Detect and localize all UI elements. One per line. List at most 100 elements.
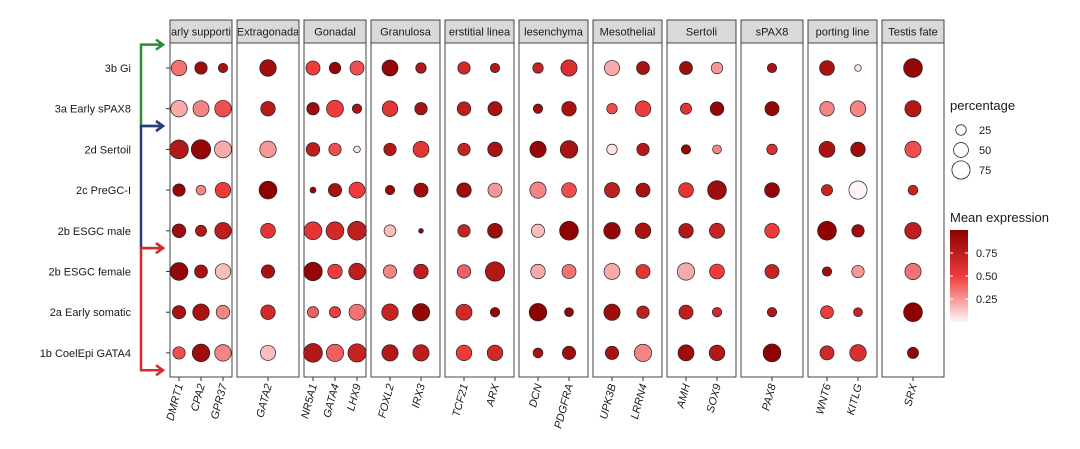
facet-10: porting line: [807, 19, 878, 381]
gene-label-pax8: PAX8: [760, 382, 779, 412]
dot-nr5a1-row-1: [305, 60, 321, 76]
dot-dmrt1-row-2: [170, 100, 188, 118]
facet-panel: [370, 42, 441, 378]
gene-labels: DMRT1 CPA2 GPR37 GATA2 NR5A1 GATA4 LHX9 FOXL2 IR…: [165, 382, 921, 430]
dot-gpr37-row-4: [214, 181, 232, 199]
dot-gata4-row-7: [329, 306, 341, 319]
dot-upk3b-row-3: [606, 143, 618, 155]
dot-tcf21-row-1: [457, 61, 471, 75]
dot-dcn-row-4: [529, 181, 547, 199]
dot-dcn-row-3: [529, 140, 547, 158]
dot-pdgfra-row-2: [561, 101, 577, 117]
gene-label-irx3: IRX3: [410, 382, 428, 410]
size-legend-label: 25: [979, 125, 991, 137]
row-label-7: 2a Early somatic: [50, 307, 132, 319]
dot-srx-row-4: [907, 184, 919, 196]
facet-panels: arly supporti Extragonada Gonadal Granulosa…: [169, 19, 945, 381]
gene-label-nr5a1: NR5A1: [299, 383, 320, 420]
facet-11: Testis fate: [881, 19, 945, 381]
dot-pdgfra-row-3: [559, 140, 579, 159]
dot-irx3-row-8: [412, 344, 430, 362]
dot-gata4-row-1: [328, 61, 342, 75]
dot-lrrn4-row-4: [635, 182, 651, 198]
dot-pax8-row-2: [764, 101, 780, 117]
facet-8: Sertoli: [666, 19, 737, 381]
dot-dcn-row-5: [531, 223, 545, 238]
gene-label-gata2: GATA2: [254, 383, 275, 419]
dot-pdgfra-row-7: [564, 307, 574, 317]
dot-gata2-row-7: [260, 304, 276, 320]
dot-pax8-row-8: [762, 343, 782, 363]
dot-srx-row-7: [903, 302, 923, 322]
gene-label-lrrn4: LRRN4: [629, 383, 650, 421]
dot-gata2-row-6: [261, 264, 275, 279]
dot-dmrt1-row-3: [169, 139, 189, 160]
dot-srx-row-2: [904, 100, 922, 118]
dot-lrrn4-row-2: [634, 100, 652, 117]
dot-dmrt1-row-4: [172, 183, 186, 197]
dot-pax8-row-1: [766, 62, 778, 74]
bracket-arrowhead: [155, 38, 166, 51]
facet-label: porting line: [816, 27, 870, 39]
dot-upk3b-row-8: [605, 345, 619, 360]
dot-dcn-row-6: [530, 263, 546, 280]
dot-pdgfra-row-6: [561, 264, 577, 279]
dot-lrrn4-row-7: [636, 305, 650, 319]
color-bar: [950, 230, 968, 322]
dot-wnt6-row-7: [820, 305, 834, 320]
dot-arx-row-8: [486, 344, 504, 362]
dot-lhx9-row-7: [348, 303, 366, 321]
dot-sox9-row-7: [711, 307, 723, 318]
dot-cpa2-row-1: [194, 61, 208, 75]
dot-dmrt1-row-8: [172, 346, 186, 360]
dot-upk3b-row-5: [603, 222, 621, 240]
dot-pdgfra-row-8: [562, 345, 576, 360]
dot-amh-row-8: [677, 344, 695, 362]
dot-sox9-row-1: [710, 61, 724, 75]
dot-foxl2-row-5: [383, 224, 397, 238]
dot-sox9-row-8: [708, 344, 726, 362]
dot-amh-row-3: [680, 144, 692, 155]
color-legend-label: 0.50: [976, 271, 997, 283]
dot-upk3b-row-1: [604, 60, 620, 76]
dot-cpa2-row-8: [191, 343, 211, 363]
dot-srx-row-6: [904, 263, 922, 280]
dot-wnt6-row-6: [821, 266, 833, 277]
gene-label-tcf21: TCF21: [451, 383, 471, 419]
row-label-2: 3a Early sPAX8: [55, 104, 131, 116]
gene-label-upk3b: UPK3B: [598, 383, 619, 421]
facet-panel: [592, 42, 663, 378]
dot-wnt6-row-8: [819, 345, 835, 361]
facet-3: Gonadal: [303, 19, 367, 381]
facet-label: lesenchyma: [524, 27, 584, 39]
dot-irx3-row-3: [412, 141, 430, 158]
dot-gata4-row-8: [325, 343, 345, 362]
dot-pdgfra-row-4: [561, 182, 577, 198]
dot-srx-row-1: [903, 58, 923, 78]
bracket-arrowhead: [155, 120, 166, 133]
color-legend-label: 0.25: [976, 294, 997, 306]
dot-foxl2-row-1: [381, 59, 399, 77]
dot-amh-row-1: [679, 61, 693, 75]
dot-lhx9-row-1: [349, 60, 365, 76]
dot-sox9-row-4: [707, 180, 727, 200]
dot-upk3b-row-7: [603, 303, 621, 321]
dot-upk3b-row-6: [603, 263, 621, 280]
dot-gata2-row-1: [259, 59, 277, 77]
facet-label: erstitial linea: [449, 27, 511, 39]
dot-pax8-row-3: [766, 143, 778, 155]
gene-label-wnt6: WNT6: [814, 382, 834, 416]
dot-cpa2-row-7: [192, 303, 210, 321]
dot-foxl2-row-8: [381, 344, 399, 362]
row-label-5: 2b ESGC male: [58, 226, 131, 238]
dot-amh-row-6: [676, 262, 696, 281]
dot-gata2-row-8: [260, 344, 276, 361]
facet-panel: [303, 42, 367, 378]
dot-gata4-row-3: [328, 142, 342, 156]
dot-kitlg-row-5: [851, 224, 865, 238]
dot-arx-row-1: [489, 62, 501, 74]
dot-foxl2-row-7: [381, 303, 399, 321]
dot-tcf21-row-7: [455, 303, 473, 321]
dot-pax8-row-4: [764, 182, 780, 198]
facet-5: erstitial linea: [444, 19, 515, 381]
